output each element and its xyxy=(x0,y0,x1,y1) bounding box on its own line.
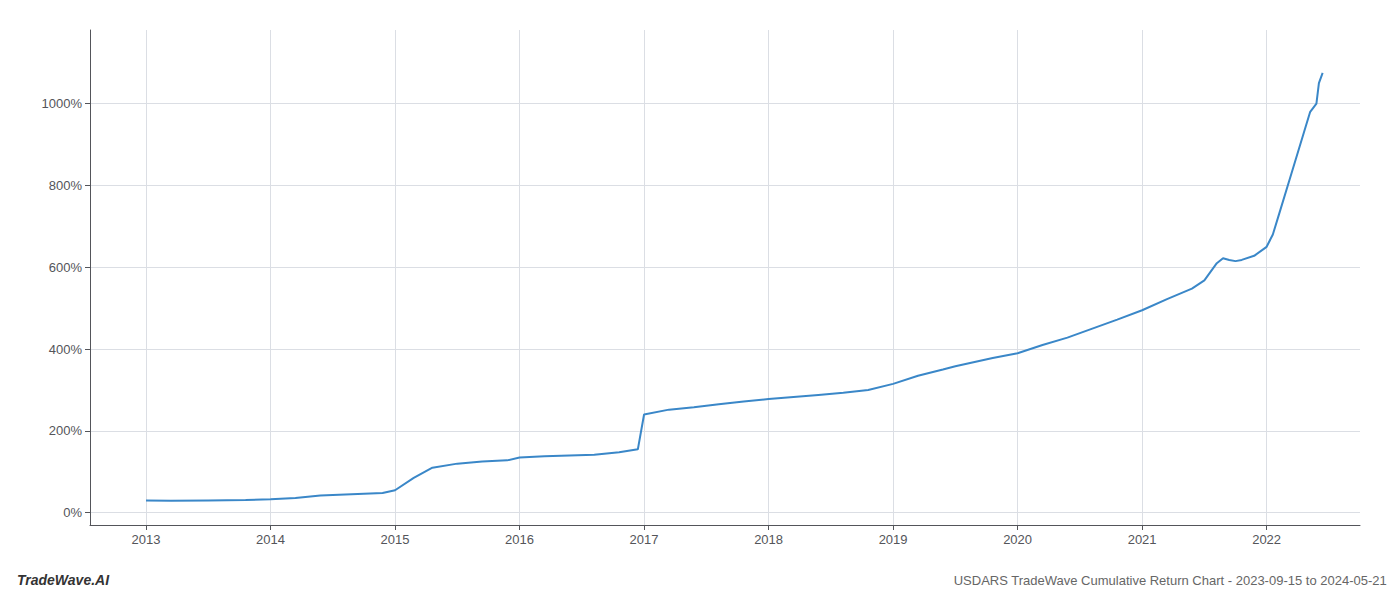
svg-text:400%: 400% xyxy=(49,342,83,357)
svg-text:200%: 200% xyxy=(49,423,83,438)
svg-text:2016: 2016 xyxy=(505,532,534,547)
svg-text:800%: 800% xyxy=(49,178,83,193)
svg-text:2021: 2021 xyxy=(1128,532,1157,547)
svg-text:0%: 0% xyxy=(63,505,82,520)
svg-text:1000%: 1000% xyxy=(42,96,83,111)
svg-text:2020: 2020 xyxy=(1003,532,1032,547)
svg-text:2014: 2014 xyxy=(256,532,285,547)
svg-text:2015: 2015 xyxy=(381,532,410,547)
svg-text:2019: 2019 xyxy=(879,532,908,547)
svg-text:2018: 2018 xyxy=(754,532,783,547)
svg-text:USDARS TradeWave Cumulative Re: USDARS TradeWave Cumulative Return Chart… xyxy=(954,573,1387,588)
svg-text:600%: 600% xyxy=(49,260,83,275)
svg-text:2022: 2022 xyxy=(1252,532,1281,547)
svg-text:2017: 2017 xyxy=(630,532,659,547)
svg-text:TradeWave.AI: TradeWave.AI xyxy=(17,572,110,588)
svg-text:2013: 2013 xyxy=(132,532,161,547)
